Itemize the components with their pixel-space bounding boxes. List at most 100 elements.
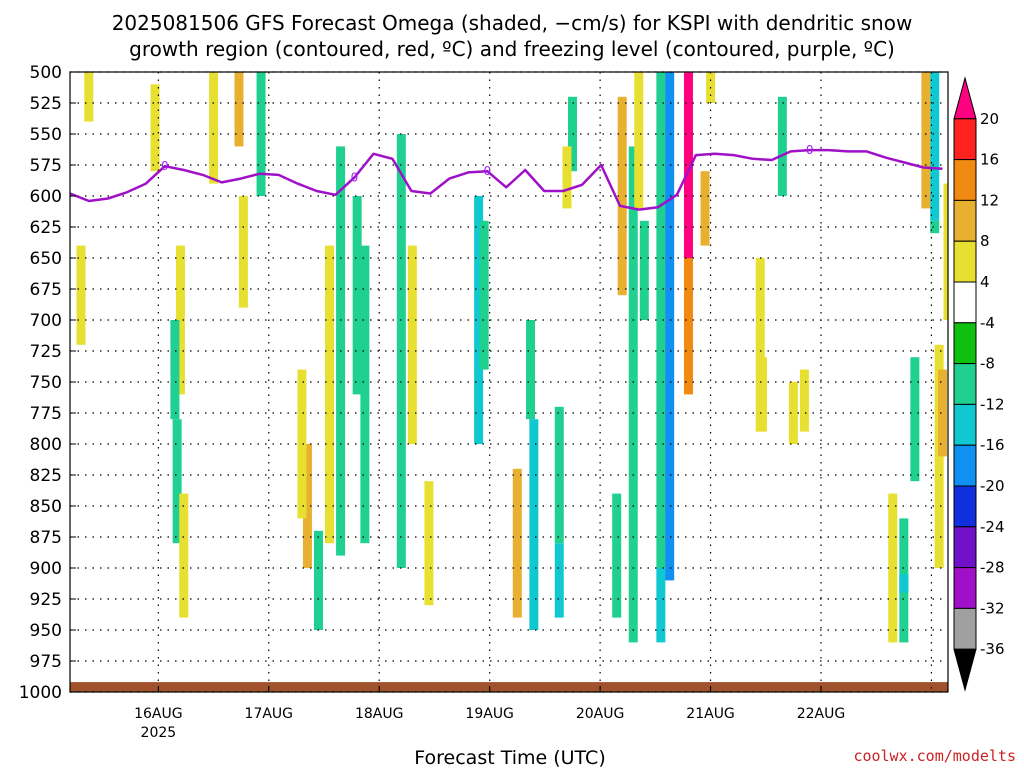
colorbar-segment (953, 444, 977, 487)
colorbar-segment (953, 567, 977, 609)
x-axis-ticks: 16AUG 2025 17AUG 18AUG 19AUG 20AUG 21AUG 22AUG (134, 686, 845, 741)
colorbar-segment (953, 281, 977, 324)
colorbar-tick-label: 16 (980, 151, 999, 169)
y-tick-label: 975 (30, 652, 62, 672)
colorbar-tick-label: -12 (980, 395, 1005, 413)
omega-cell (554, 543, 564, 618)
y-tick-label: 875 (30, 528, 62, 548)
y-tick-label: 700 (30, 311, 62, 331)
colorbar-tick-label: 8 (980, 232, 990, 250)
freezing-level-contour: 0 0 0 0 (70, 143, 943, 211)
omega-cell (683, 258, 693, 395)
colorbar-segment (953, 607, 977, 650)
surface-band-rect (70, 682, 948, 692)
omega-cell (943, 183, 948, 320)
omega-cell (757, 357, 767, 432)
omega-cell (799, 369, 809, 432)
omega-cell (656, 72, 666, 568)
omega-cell (234, 72, 244, 147)
y-tick-label: 900 (30, 559, 62, 579)
credit-text[interactable]: coolwx.com/modelts (853, 747, 1016, 765)
colorbar-tick-label: -28 (980, 559, 1005, 577)
colorbar-top-arrow (953, 76, 977, 120)
y-tick-label: 725 (30, 342, 62, 362)
omega-cell (512, 468, 522, 618)
colorbar-tick-label: -4 (980, 314, 995, 332)
x-tick-label: 21AUG (686, 706, 735, 722)
colorbar-segment (953, 403, 977, 446)
omega-cell (325, 245, 335, 544)
y-tick-label: 925 (30, 590, 62, 610)
omega-cell (150, 84, 160, 172)
omega-cell (639, 220, 649, 320)
grid-lines (70, 71, 948, 693)
chart-title-line1: 2025081506 GFS Forecast Omega (shaded, −… (112, 11, 913, 35)
y-tick-label: 850 (30, 497, 62, 517)
omega-cell (683, 72, 693, 258)
colorbar-tick-label: -24 (980, 518, 1005, 536)
omega-cell (172, 419, 182, 544)
omega-cell (930, 220, 940, 234)
y-tick-label: 550 (30, 125, 62, 145)
omega-cell (634, 72, 644, 209)
omega-cell (170, 320, 180, 420)
omega-cell (256, 72, 266, 196)
omega-cell (313, 530, 323, 630)
y-tick-label: 675 (30, 280, 62, 300)
omega-cell (407, 245, 417, 444)
freezing-level-label: 0 (161, 159, 169, 173)
x-tick-label: 22AUG (797, 706, 846, 722)
colorbar-segment (953, 485, 977, 528)
colorbar-segment (953, 363, 977, 405)
omega-cell (297, 369, 307, 519)
omega-cell (777, 96, 787, 196)
omega-cell (899, 574, 909, 593)
y-tick-label: 750 (30, 373, 62, 393)
x-tick-sublabel: 2025 (141, 725, 177, 741)
colorbar-tick-label: 12 (980, 191, 999, 209)
colorbar-segment (953, 526, 977, 569)
colorbar-tick-label: -16 (980, 436, 1005, 454)
omega-cell (302, 444, 312, 568)
colorbar-segment (953, 118, 977, 161)
omega-cell (179, 493, 189, 618)
omega-cell (700, 171, 710, 246)
y-tick-label: 800 (30, 435, 62, 455)
y-tick-label: 1000 (19, 683, 62, 703)
y-tick-label: 775 (30, 404, 62, 424)
colorbar-tick-label: 4 (980, 273, 990, 291)
y-tick-label: 600 (30, 187, 62, 207)
x-tick-label: 16AUG (134, 706, 183, 722)
colorbar-segment (953, 159, 977, 201)
omega-cell (554, 406, 564, 544)
omega-cell (474, 196, 484, 444)
surface-band (70, 682, 948, 692)
y-tick-label: 650 (30, 249, 62, 269)
plot-frame (69, 71, 949, 693)
omega-cell (656, 568, 666, 643)
omega-cell (665, 72, 675, 581)
colorbar-segment (953, 240, 977, 283)
omega-cell (788, 382, 798, 444)
omega-cell (617, 96, 627, 296)
y-tick-label: 950 (30, 621, 62, 641)
freezing-level-label: 0 (483, 164, 491, 178)
colorbar-tick-label: -32 (980, 599, 1005, 617)
x-tick-label: 18AUG (355, 706, 404, 722)
colorbar-tick-label: -8 (980, 355, 995, 373)
omega-cell (175, 245, 185, 395)
x-tick-label: 17AUG (245, 706, 294, 722)
omega-cell (888, 493, 898, 643)
x-tick-label: 19AUG (465, 706, 514, 722)
omega-cell (937, 369, 947, 457)
omega-cell (529, 419, 539, 630)
colorbar-bottom-arrow (953, 648, 977, 692)
omega-cell (910, 357, 920, 482)
colorbar: 20 16 12 8 4 -4 -8 -12 -16 -20 -24 -28 -32 -36 (953, 76, 1005, 692)
omega-cell (424, 481, 434, 606)
x-axis-label: Forecast Time (UTC) (414, 747, 605, 768)
y-tick-label: 500 (30, 63, 62, 83)
omega-cell (755, 258, 765, 432)
omega-cell (562, 146, 572, 209)
